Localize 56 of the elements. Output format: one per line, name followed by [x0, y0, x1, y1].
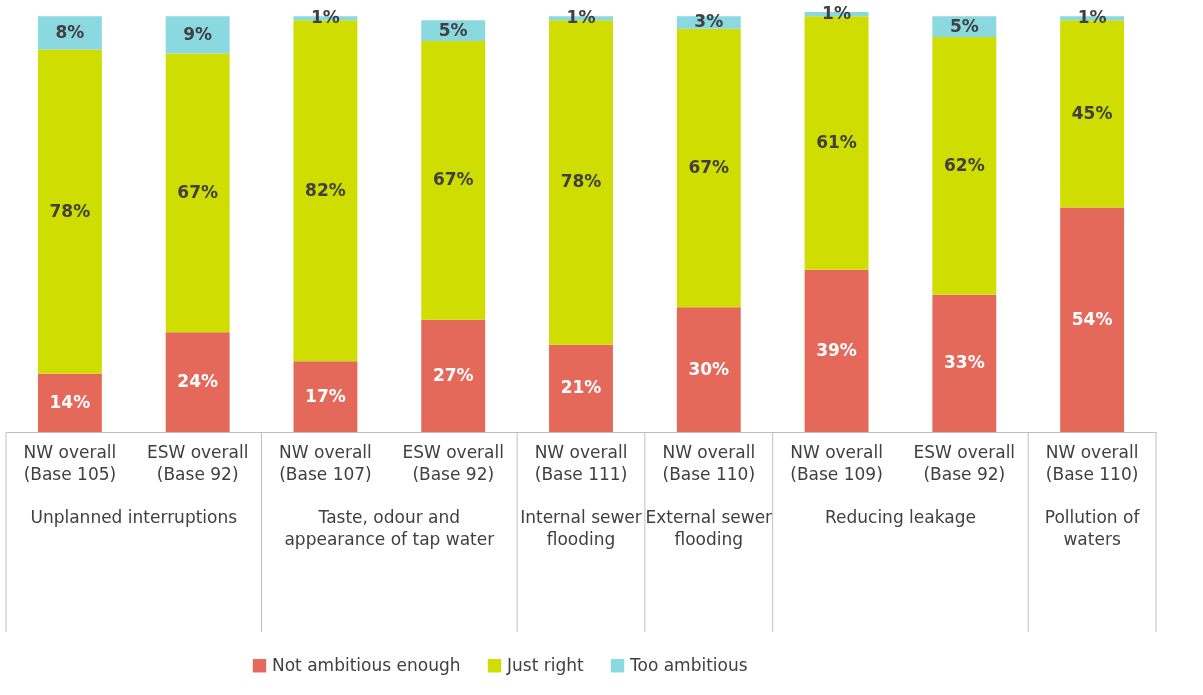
data-label: 45%: [1071, 102, 1113, 123]
x-tick-label: ESW overall (Base 92): [913, 441, 1016, 484]
bar: [37, 373, 102, 432]
bar: [293, 361, 358, 432]
bar: [549, 344, 613, 432]
bar: [676, 307, 741, 432]
data-label: 27%: [432, 364, 474, 385]
x-tick-label: NW overall (Base 107): [279, 441, 372, 484]
bar: [676, 28, 741, 308]
text: Taste, odour and appearance of tap water: [284, 507, 495, 549]
data-label: 5%: [949, 15, 979, 36]
data-label: 5%: [438, 19, 468, 40]
data-label: 82%: [305, 179, 346, 200]
bar: [932, 294, 997, 432]
data-label: 17%: [305, 385, 346, 406]
data-label: 67%: [432, 169, 474, 190]
data-label: 61%: [816, 131, 857, 152]
data-label: 9%: [183, 23, 213, 44]
data-label: 3%: [694, 11, 724, 32]
x-tick-label: ESW overall (Base 92): [402, 441, 504, 484]
data-label: 67%: [688, 156, 730, 177]
x-tick-label: NW overall (Base 111): [534, 441, 628, 484]
bar: [932, 36, 997, 295]
data-label: 54%: [1071, 308, 1113, 329]
data-label: 8%: [55, 21, 85, 42]
bar: [165, 332, 230, 432]
bar: [37, 49, 102, 374]
legend-label: Just right: [506, 654, 584, 675]
data-label: 78%: [49, 200, 91, 221]
x-tick-label: NW overall (Base 110): [662, 441, 756, 484]
x-tick-label: NW overall (Base 109): [790, 441, 883, 484]
data-label: 14%: [49, 391, 91, 412]
text: Pollution of waters: [1044, 507, 1141, 549]
data-label: 78%: [560, 171, 602, 192]
data-label: 24%: [177, 371, 219, 392]
x-tick-label: ESW overall (Base 92): [146, 441, 249, 484]
legend-label: Not ambitious enough: [272, 654, 461, 675]
data-label: 39%: [816, 339, 857, 360]
bar: [165, 53, 230, 333]
data-label: 33%: [943, 352, 985, 373]
bar: [165, 16, 230, 54]
x-tick-label: NW overall (Base 110): [1045, 441, 1139, 484]
text: External sewer flooding: [645, 507, 773, 549]
bar: [421, 41, 486, 320]
text: Unplanned interruptions: [30, 507, 238, 527]
bar: [1060, 207, 1125, 432]
bar: [804, 269, 869, 432]
text: Reducing leakage: [824, 507, 976, 527]
x-tick-label: NW overall (Base 105): [23, 441, 117, 484]
data-label: 62%: [943, 154, 985, 175]
text: Internal sewer flooding: [520, 507, 642, 549]
bar: [421, 319, 486, 432]
data-label: 30%: [688, 358, 730, 379]
data-label: 21%: [560, 377, 602, 398]
legend-label: Too ambitious: [629, 654, 748, 675]
data-label: 67%: [177, 181, 219, 202]
